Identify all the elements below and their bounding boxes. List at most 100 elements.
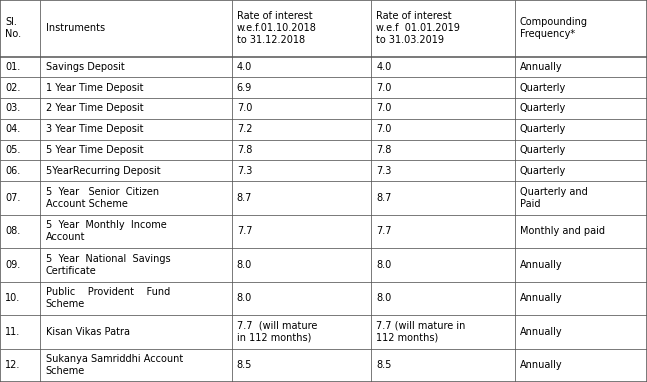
- Text: Rate of interest
w.e.f  01.01.2019
to 31.03.2019: Rate of interest w.e.f 01.01.2019 to 31.…: [377, 11, 461, 45]
- Text: Quarterly and
Paid: Quarterly and Paid: [520, 187, 587, 209]
- Bar: [232, 0, 371, 57]
- Bar: [40, 181, 232, 215]
- Text: 7.2: 7.2: [237, 124, 252, 134]
- Bar: [0, 0, 40, 57]
- Bar: [40, 282, 232, 315]
- Bar: [514, 160, 647, 181]
- Bar: [0, 119, 40, 139]
- Bar: [232, 248, 371, 282]
- Bar: [40, 160, 232, 181]
- Bar: [0, 215, 40, 248]
- Bar: [232, 282, 371, 315]
- Text: Sl.
No.: Sl. No.: [5, 17, 21, 39]
- Text: 7.7 (will mature in
112 months): 7.7 (will mature in 112 months): [377, 321, 466, 343]
- Text: 8.0: 8.0: [377, 260, 391, 270]
- Text: 5  Year   Senior  Citizen
Account Scheme: 5 Year Senior Citizen Account Scheme: [45, 187, 159, 209]
- Bar: [371, 139, 514, 160]
- Text: 8.7: 8.7: [237, 193, 252, 203]
- Text: 6.9: 6.9: [237, 83, 252, 93]
- Text: 8.0: 8.0: [377, 293, 391, 303]
- Text: Kisan Vikas Patra: Kisan Vikas Patra: [45, 327, 129, 337]
- Text: Rate of interest
w.e.f.01.10.2018
to 31.12.2018: Rate of interest w.e.f.01.10.2018 to 31.…: [237, 11, 316, 45]
- Text: 07.: 07.: [5, 193, 21, 203]
- Text: Sukanya Samriddhi Account
Scheme: Sukanya Samriddhi Account Scheme: [45, 354, 183, 376]
- Bar: [40, 215, 232, 248]
- Text: 8.5: 8.5: [237, 360, 252, 370]
- Text: 5 Year Time Deposit: 5 Year Time Deposit: [45, 145, 143, 155]
- Text: Instruments: Instruments: [45, 23, 105, 33]
- Bar: [40, 139, 232, 160]
- Text: 7.3: 7.3: [237, 166, 252, 176]
- Bar: [232, 77, 371, 98]
- Bar: [40, 348, 232, 382]
- Text: Quarterly: Quarterly: [520, 83, 566, 93]
- Bar: [232, 57, 371, 77]
- Bar: [371, 315, 514, 348]
- Text: 02.: 02.: [5, 83, 21, 93]
- Bar: [232, 348, 371, 382]
- Text: 08.: 08.: [5, 226, 21, 236]
- Text: Quarterly: Quarterly: [520, 104, 566, 113]
- Bar: [371, 98, 514, 119]
- Bar: [232, 139, 371, 160]
- Text: 11.: 11.: [5, 327, 21, 337]
- Text: 05.: 05.: [5, 145, 21, 155]
- Text: 7.0: 7.0: [377, 124, 392, 134]
- Bar: [514, 181, 647, 215]
- Text: 7.7: 7.7: [377, 226, 392, 236]
- Bar: [232, 119, 371, 139]
- Text: Quarterly: Quarterly: [520, 145, 566, 155]
- Text: 8.0: 8.0: [237, 260, 252, 270]
- Text: 4.0: 4.0: [377, 62, 391, 72]
- Bar: [232, 181, 371, 215]
- Bar: [232, 98, 371, 119]
- Text: 10.: 10.: [5, 293, 21, 303]
- Bar: [0, 248, 40, 282]
- Bar: [40, 98, 232, 119]
- Text: 06.: 06.: [5, 166, 21, 176]
- Text: Annually: Annually: [520, 293, 562, 303]
- Text: 7.8: 7.8: [377, 145, 392, 155]
- Bar: [0, 160, 40, 181]
- Bar: [0, 348, 40, 382]
- Text: 8.0: 8.0: [237, 293, 252, 303]
- Text: 12.: 12.: [5, 360, 21, 370]
- Bar: [371, 348, 514, 382]
- Bar: [371, 248, 514, 282]
- Bar: [371, 77, 514, 98]
- Bar: [371, 215, 514, 248]
- Bar: [371, 119, 514, 139]
- Text: 8.7: 8.7: [377, 193, 392, 203]
- Text: 7.0: 7.0: [377, 83, 392, 93]
- Bar: [514, 119, 647, 139]
- Bar: [0, 282, 40, 315]
- Text: 7.7: 7.7: [237, 226, 252, 236]
- Text: Annually: Annually: [520, 260, 562, 270]
- Text: 5YearRecurring Deposit: 5YearRecurring Deposit: [45, 166, 160, 176]
- Text: 09.: 09.: [5, 260, 21, 270]
- Text: 03.: 03.: [5, 104, 21, 113]
- Text: Quarterly: Quarterly: [520, 166, 566, 176]
- Bar: [371, 160, 514, 181]
- Text: Monthly and paid: Monthly and paid: [520, 226, 605, 236]
- Text: 04.: 04.: [5, 124, 21, 134]
- Text: 7.7  (will mature
in 112 months): 7.7 (will mature in 112 months): [237, 321, 317, 343]
- Bar: [0, 315, 40, 348]
- Text: 7.3: 7.3: [377, 166, 392, 176]
- Text: Public    Provident    Fund
Scheme: Public Provident Fund Scheme: [45, 287, 170, 309]
- Bar: [0, 57, 40, 77]
- Text: Compounding
Frequency*: Compounding Frequency*: [520, 17, 588, 39]
- Bar: [514, 315, 647, 348]
- Bar: [40, 119, 232, 139]
- Bar: [40, 0, 232, 57]
- Bar: [0, 77, 40, 98]
- Bar: [40, 77, 232, 98]
- Text: 5  Year  Monthly  Income
Account: 5 Year Monthly Income Account: [45, 220, 166, 242]
- Text: 5  Year  National  Savings
Certificate: 5 Year National Savings Certificate: [45, 254, 170, 276]
- Text: 7.0: 7.0: [377, 104, 392, 113]
- Bar: [514, 0, 647, 57]
- Text: 01.: 01.: [5, 62, 21, 72]
- Text: 2 Year Time Deposit: 2 Year Time Deposit: [45, 104, 143, 113]
- Text: Annually: Annually: [520, 327, 562, 337]
- Bar: [371, 57, 514, 77]
